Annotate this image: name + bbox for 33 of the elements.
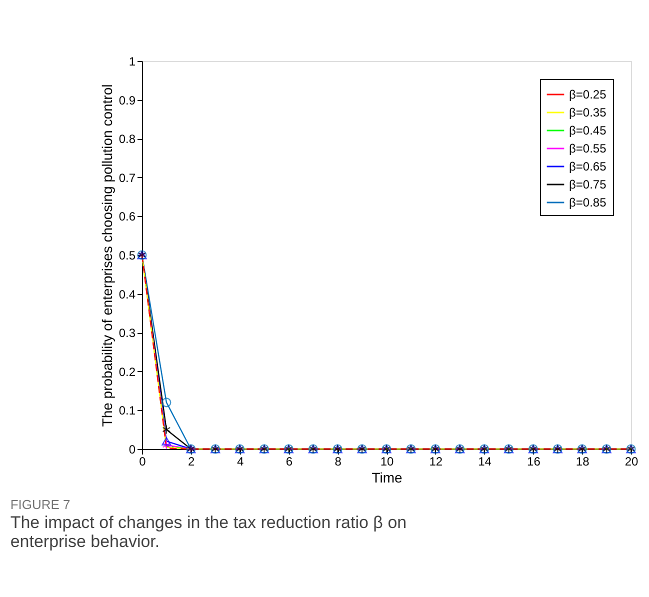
y-tick-label: 0.9 <box>118 93 136 108</box>
legend-label: β=0.25 <box>569 88 607 102</box>
x-tick-label: 20 <box>624 454 638 468</box>
x-tick-label: 12 <box>429 454 443 468</box>
x-tick-label: 6 <box>286 454 293 468</box>
legend-label: β=0.45 <box>569 124 607 138</box>
legend-label: β=0.85 <box>569 196 607 210</box>
x-tick-label: 2 <box>188 454 196 468</box>
legend-label: β=0.35 <box>569 106 607 120</box>
text: The impact of changes in the tax reduction ratio β on enterprise behavior. <box>10 513 407 551</box>
text: FIGURE 7 <box>10 497 70 512</box>
y-tick-label: 0.2 <box>118 364 136 379</box>
y-tick-label: 0.8 <box>118 132 136 146</box>
y-tick-label: 0.4 <box>118 287 136 302</box>
legend-label: β=0.55 <box>569 142 607 156</box>
x-tick-label: 0 <box>139 454 146 468</box>
y-tick-label: 0.1 <box>118 404 136 418</box>
x-tick-label: 16 <box>527 454 541 468</box>
legend-label: β=0.75 <box>569 178 607 192</box>
x-tick-label: 10 <box>380 454 394 468</box>
x-tick-label: 14 <box>478 454 492 468</box>
y-tick-label: 0.5 <box>118 248 136 262</box>
x-axis-title: Time <box>372 470 403 486</box>
y-tick-label: 0 <box>128 442 136 456</box>
y-tick-label: 0.6 <box>118 210 136 224</box>
x-tick-label: 8 <box>334 454 342 468</box>
x-tick-label: 4 <box>236 454 244 468</box>
legend-label: β=0.65 <box>569 160 607 174</box>
y-tick-label: 0.7 <box>118 170 136 185</box>
y-axis-title: The probability of enterprises choosing pollution control <box>98 84 115 427</box>
y-tick-label: 1 <box>128 54 136 68</box>
x-tick-label: 18 <box>576 454 590 468</box>
y-tick-label: 0.3 <box>118 326 136 340</box>
